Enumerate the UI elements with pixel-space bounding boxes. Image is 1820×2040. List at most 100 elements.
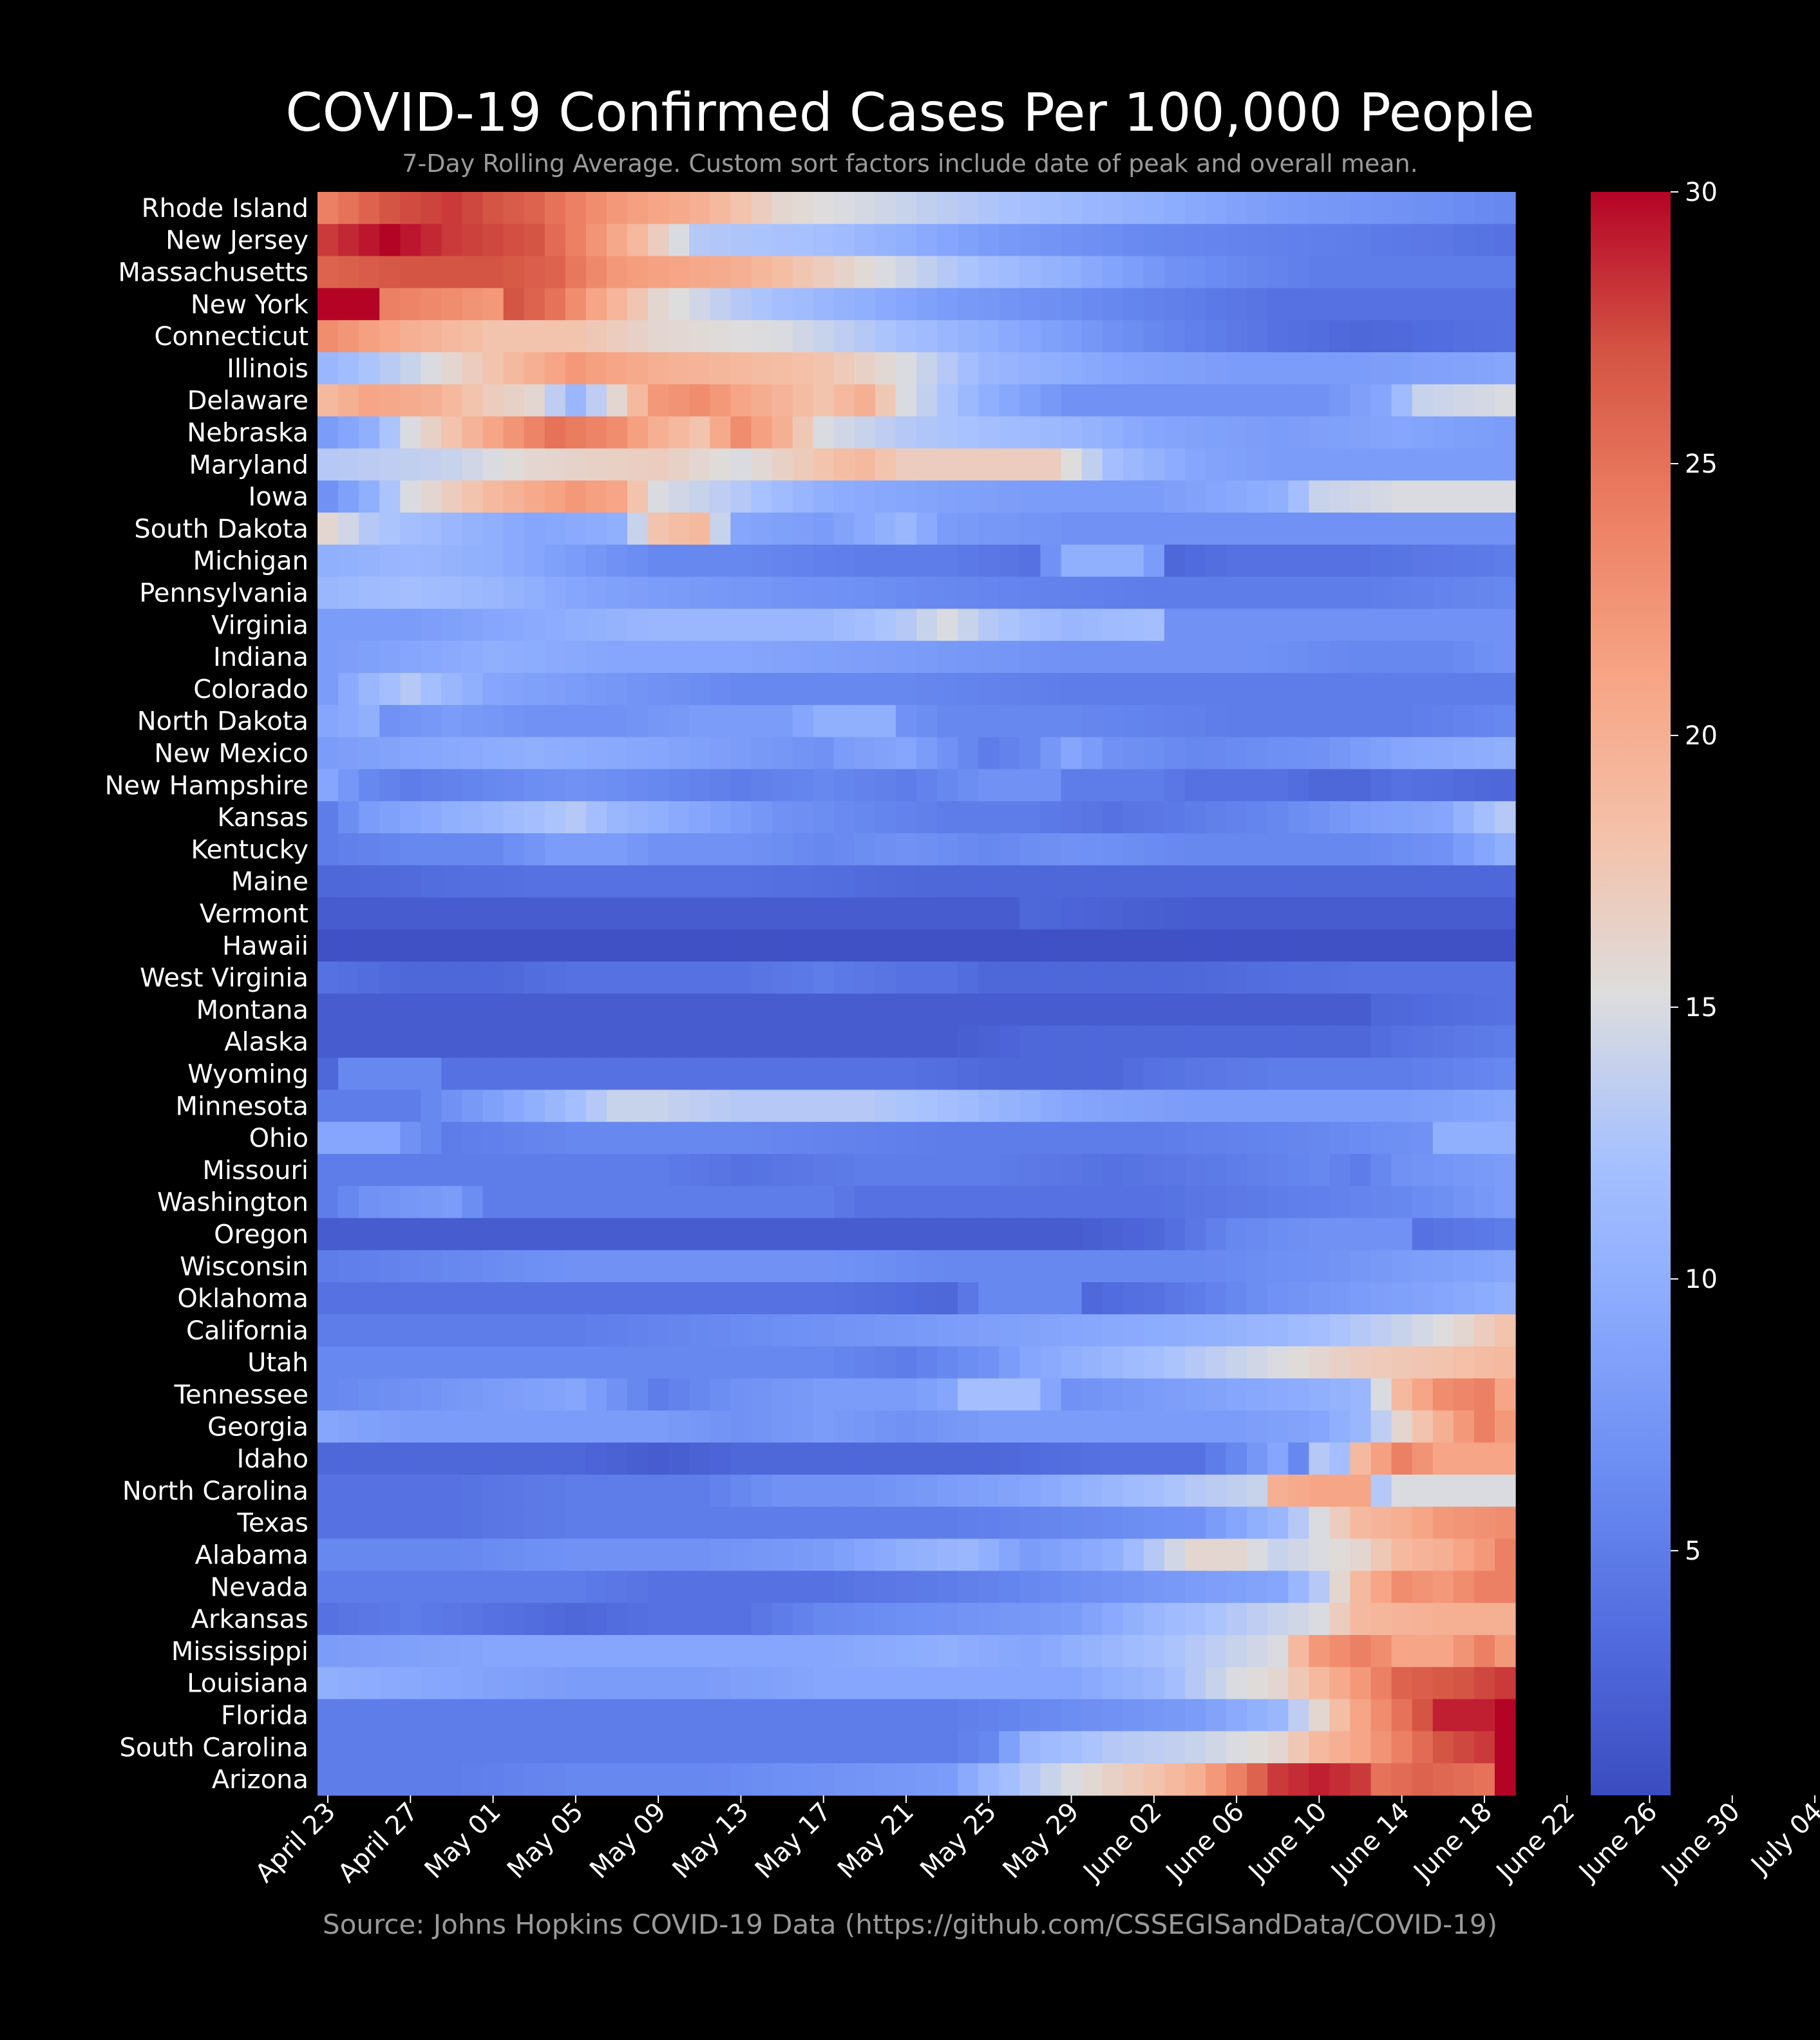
heatmap-cell-texas <box>379 1506 401 1540</box>
heatmap-cell-minnesota <box>482 1090 504 1122</box>
heatmap-cell-kentucky <box>1350 833 1372 866</box>
heatmap-cell-maryland <box>833 448 855 481</box>
heatmap-cell-utah <box>544 1346 566 1379</box>
heatmap-cell-maryland <box>1432 448 1454 481</box>
heatmap-cell-california <box>875 1314 896 1347</box>
heatmap-cell-north-carolina <box>441 1475 463 1507</box>
heatmap-cell-california <box>772 1314 793 1347</box>
heatmap-cell-missouri <box>524 1154 545 1187</box>
heatmap-cell-tennessee <box>668 1378 690 1411</box>
heatmap-cell-ohio <box>503 1122 525 1155</box>
heatmap-cell-utah <box>585 1346 607 1379</box>
heatmap-cell-illinois <box>1350 352 1372 385</box>
heatmap-cell-delaware <box>544 384 566 417</box>
heatmap-cell-florida <box>606 1699 628 1732</box>
heatmap-cell-texas <box>1391 1506 1413 1540</box>
heatmap-cell-tennessee <box>710 1378 731 1411</box>
heatmap-cell-new-hampshire <box>730 769 752 802</box>
heatmap-cell-california <box>689 1314 710 1347</box>
heatmap-cell-georgia <box>978 1410 1000 1443</box>
heatmap-cell-colorado <box>833 673 855 706</box>
heatmap-cell-louisiana <box>441 1667 463 1700</box>
heatmap-cell-wisconsin <box>710 1250 731 1283</box>
heatmap-cell-washington <box>813 1185 835 1219</box>
heatmap-cell-south-carolina <box>1474 1731 1495 1764</box>
heatmap-cell-nebraska <box>1143 416 1165 449</box>
heatmap-cell-kentucky <box>1143 833 1165 866</box>
heatmap-cell-oregon <box>359 1218 380 1251</box>
heatmap-cell-missouri <box>606 1154 628 1187</box>
heatmap-cell-kentucky <box>1102 833 1124 866</box>
heatmap-cell-georgia <box>338 1410 359 1443</box>
heatmap-cell-illinois <box>1474 352 1495 385</box>
heatmap-cell-virginia <box>1267 609 1289 641</box>
heatmap-cell-pennsylvania <box>1350 576 1372 609</box>
heatmap-cell-colorado <box>937 673 958 706</box>
heatmap-cell-new-york <box>1184 288 1206 321</box>
heatmap-cell-massachusetts <box>937 256 958 288</box>
heatmap-cell-maine <box>1370 865 1392 898</box>
heatmap-cell-minnesota <box>1391 1090 1413 1122</box>
heatmap-cell-illinois <box>1432 352 1454 385</box>
heatmap-cell-kansas <box>1329 801 1351 834</box>
heatmap-cell-rhode-island <box>1184 192 1206 225</box>
heatmap-cell-indiana <box>400 641 421 674</box>
heatmap-cell-oregon <box>1019 1218 1041 1251</box>
heatmap-cell-michigan <box>1205 544 1227 578</box>
row-label-virginia: Virginia <box>211 610 308 640</box>
heatmap-cell-pennsylvania <box>1205 576 1227 609</box>
heatmap-cell-tennessee <box>730 1378 752 1411</box>
heatmap-cell-ohio <box>772 1122 793 1155</box>
heatmap-cell-florida <box>1019 1699 1041 1732</box>
heatmap-cell-montana <box>1370 994 1392 1026</box>
heatmap-cell-wisconsin <box>1267 1250 1289 1283</box>
heatmap-cell-nebraska <box>1081 416 1103 449</box>
heatmap-cell-oklahoma <box>895 1282 917 1315</box>
heatmap-cell-new-hampshire <box>1370 769 1392 802</box>
heatmap-cell-maine <box>318 865 339 898</box>
heatmap-cell-rhode-island <box>772 192 793 225</box>
heatmap-cell-florida <box>958 1699 979 1732</box>
row-label-connecticut: Connecticut <box>154 322 308 352</box>
heatmap-cell-virginia <box>813 609 835 641</box>
heatmap-cell-massachusetts <box>1143 256 1165 288</box>
heatmap-cell-virginia <box>1123 609 1144 641</box>
heatmap-cell-maryland <box>1494 448 1516 481</box>
heatmap-cell-north-carolina <box>462 1475 484 1507</box>
heatmap-cell-nevada <box>916 1571 938 1603</box>
heatmap-cell-iowa <box>1164 480 1186 513</box>
heatmap-cell-wyoming <box>1081 1057 1103 1090</box>
heatmap-cell-virginia <box>772 609 793 641</box>
heatmap-cell-michigan <box>772 544 793 578</box>
heatmap-cell-maine <box>1474 865 1495 898</box>
heatmap-cell-maryland <box>916 448 938 481</box>
heatmap-cell-alabama <box>668 1538 690 1571</box>
heatmap-cell-kentucky <box>482 833 504 866</box>
heatmap-cell-north-carolina <box>751 1475 773 1507</box>
heatmap-cell-wyoming <box>1309 1057 1330 1090</box>
heatmap-cell-georgia <box>1370 1410 1392 1443</box>
heatmap-cell-connecticut <box>1370 320 1392 353</box>
heatmap-cell-montana <box>1391 994 1413 1026</box>
heatmap-cell-montana <box>1350 994 1372 1026</box>
heatmap-cell-north-carolina <box>524 1475 545 1507</box>
heatmap-cell-alaska <box>958 1025 979 1059</box>
heatmap-cell-nevada <box>978 1571 1000 1603</box>
heatmap-cell-florida <box>1143 1699 1165 1732</box>
heatmap-cell-louisiana <box>1370 1667 1392 1700</box>
heatmap-cell-montana <box>1309 994 1330 1026</box>
heatmap-cell-alaska <box>1143 1025 1165 1059</box>
heatmap-cell-utah <box>772 1346 793 1379</box>
heatmap-cell-alaska <box>1329 1025 1351 1059</box>
heatmap-cell-massachusetts <box>1081 256 1103 288</box>
heatmap-cell-maryland <box>1329 448 1351 481</box>
heatmap-cell-louisiana <box>937 1667 958 1700</box>
heatmap-cell-west-virginia <box>1226 961 1247 994</box>
heatmap-cell-wisconsin <box>379 1250 401 1283</box>
heatmap-cell-indiana <box>854 641 876 674</box>
heatmap-cell-oklahoma <box>544 1282 566 1315</box>
heatmap-cell-pennsylvania <box>999 576 1020 609</box>
heatmap-cell-michigan <box>999 544 1020 578</box>
heatmap-cell-new-mexico <box>648 737 669 770</box>
